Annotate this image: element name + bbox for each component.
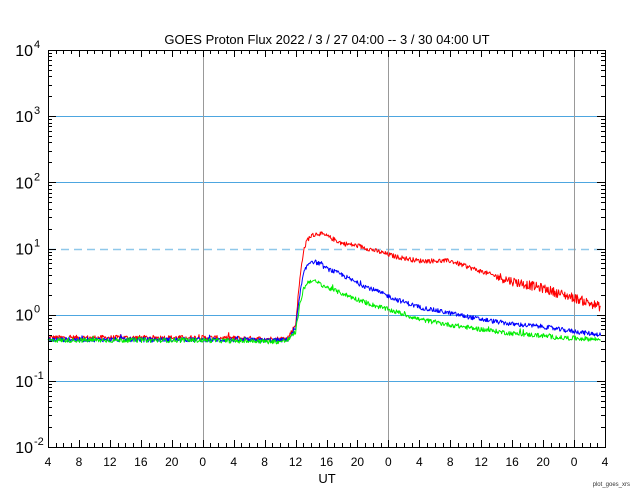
x-tick-label: 0	[385, 455, 392, 469]
plot-credit: plot_goes_xrs	[593, 482, 630, 488]
x-tick-label: 0	[571, 455, 578, 469]
series-line	[47, 279, 601, 345]
x-tick-label: 20	[536, 455, 550, 469]
x-tick-label: 8	[447, 455, 454, 469]
y-tick-label: 10	[15, 109, 33, 126]
x-tick-label: 16	[134, 455, 148, 469]
y-tick-exponent: -1	[34, 370, 44, 382]
x-tick-label: 16	[505, 455, 519, 469]
x-axis-label: UT	[318, 471, 335, 486]
y-tick-exponent: 4	[34, 39, 40, 51]
x-tick-label: 12	[289, 455, 303, 469]
y-tick-exponent: 1	[34, 238, 40, 250]
x-tick-label: 0	[199, 455, 206, 469]
x-tick-label: 4	[416, 455, 423, 469]
x-tick-label: 4	[230, 455, 237, 469]
chart-title: GOES Proton Flux 2022 / 3 / 27 04:00 -- …	[164, 32, 489, 47]
y-tick-exponent: 2	[34, 171, 40, 183]
y-tick-label: 10	[15, 175, 33, 192]
y-tick-label: 10	[15, 308, 33, 325]
series-line	[47, 259, 602, 343]
x-tick-label: 12	[475, 455, 489, 469]
series-lines	[47, 231, 602, 345]
y-tick-exponent: -2	[34, 436, 44, 448]
axis-ticks: 10 -210 -110 010 110 210 310 44 8 12 16 20 0 4 8 12 16 20…	[15, 39, 608, 469]
y-tick-label: 10	[15, 440, 33, 457]
x-tick-label: 8	[76, 455, 83, 469]
x-tick-label: 8	[261, 455, 268, 469]
y-tick-label: 10	[15, 43, 33, 60]
x-tick-label: 16	[320, 455, 334, 469]
x-tick-label: 4	[45, 455, 52, 469]
grid-lines	[48, 50, 605, 447]
y-tick-exponent: 3	[34, 105, 40, 117]
x-tick-label: 12	[103, 455, 117, 469]
x-tick-label: 20	[351, 455, 365, 469]
x-tick-label: 4	[602, 455, 609, 469]
x-tick-label: 20	[165, 455, 179, 469]
y-tick-label: 10	[15, 374, 33, 391]
y-tick-exponent: 0	[34, 304, 40, 316]
y-tick-label: 10	[15, 242, 33, 259]
